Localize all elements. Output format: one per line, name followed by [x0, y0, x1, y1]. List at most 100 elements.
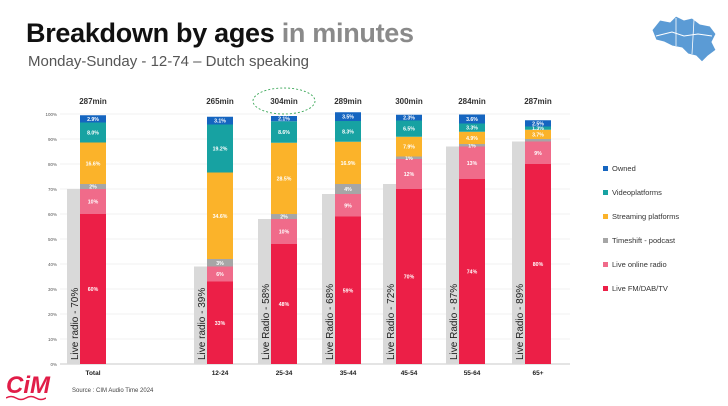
total-minutes-label: 300min [395, 97, 423, 106]
bar-data-label: 3.6% [466, 117, 478, 123]
bar-segment [207, 266, 233, 282]
y-tick-label: 20% [48, 312, 57, 317]
total-minutes-label: 265min [206, 97, 234, 106]
y-tick-label: 30% [48, 287, 57, 292]
bar-segment [80, 142, 106, 184]
bar-segment [271, 244, 297, 364]
bar-segment [459, 123, 485, 132]
bar-data-label: 74% [467, 270, 478, 276]
bar-data-label: 8.6% [278, 130, 290, 136]
y-tick-label: 10% [48, 337, 57, 342]
bar-segment [459, 131, 485, 144]
bar-data-label: 8.0% [87, 131, 99, 137]
x-tick-label: 25-34 [276, 370, 293, 377]
bar-segment [525, 139, 551, 142]
y-tick-label: 100% [45, 112, 57, 117]
title-accent: in minutes [281, 18, 414, 48]
bar-segment [525, 126, 551, 130]
x-tick-label: 65+ [532, 370, 543, 377]
bar-segment [335, 184, 361, 194]
bar-segment [207, 116, 233, 125]
bar-data-label: 2.9% [87, 117, 99, 123]
bar-segment [396, 120, 422, 137]
total-minutes-label: 284min [458, 97, 486, 106]
logo-wave-icon [6, 395, 46, 401]
bar-data-label: 2% [89, 185, 97, 191]
bar-segment [80, 115, 106, 123]
page-subtitle: Monday-Sunday - 12-74 – Dutch speaking [28, 53, 310, 70]
live-radio-label: Live Radio - 72% [386, 284, 397, 360]
legend-label: Owned [612, 164, 636, 173]
source-note: Source : CIM Audio Time 2024 [72, 388, 154, 394]
highlight-circle [252, 87, 316, 115]
legend-label: Live online radio [612, 260, 667, 269]
x-tick-label: Total [85, 370, 100, 377]
bar-data-label: 2.3% [403, 116, 415, 122]
legend-swatch [603, 166, 608, 171]
y-tick-label: 50% [48, 237, 57, 242]
live-radio-label: Live Radio - 68% [325, 284, 336, 360]
legend-label: Streaming platforms [612, 212, 679, 221]
bar-data-label: 28.5% [277, 176, 292, 182]
bar-data-label: 9% [344, 203, 352, 209]
bar-data-label: 6% [216, 272, 224, 278]
bar-data-label: 59% [343, 288, 354, 294]
y-tick-label: 60% [48, 212, 57, 217]
bar-segment [335, 141, 361, 184]
y-tick-label: 80% [48, 162, 57, 167]
bar-segment [335, 112, 361, 121]
y-tick-label: 70% [48, 187, 57, 192]
bar-segment [335, 121, 361, 142]
legend-swatch [603, 262, 608, 267]
total-minutes-label: 287min [524, 97, 552, 106]
bar-data-label: 2% [280, 215, 288, 221]
bar-data-label: 70% [404, 275, 415, 281]
bar-segment [271, 219, 297, 244]
bar-data-label: 4% [344, 187, 352, 193]
bar-segment [396, 136, 422, 157]
bar-segment [207, 281, 233, 364]
bar-segment [271, 116, 297, 122]
bar-segment [396, 159, 422, 189]
bar-data-label: 16.6% [86, 161, 101, 167]
cim-logo: CiM [6, 372, 50, 399]
bar-data-label: 1.3% [532, 126, 544, 132]
bar-data-label: 6.5% [403, 127, 415, 133]
bar-data-label: 8.3% [342, 129, 354, 135]
bar-segment [207, 172, 233, 259]
bar-segment [80, 122, 106, 143]
bar-data-label: 3% [216, 261, 224, 267]
bar-data-label: 19.2% [213, 147, 228, 153]
bar-segment [271, 142, 297, 214]
y-tick-label: 90% [48, 137, 57, 142]
bar-segment [459, 146, 485, 179]
bar-data-label: 16.9% [341, 161, 356, 167]
total-minutes-label: 287min [79, 97, 107, 106]
bar-segment [207, 259, 233, 267]
live-radio-label: Live Radio - 87% [449, 284, 460, 360]
bar-data-label: 3.1% [214, 119, 226, 125]
bar-data-label: 2.1% [278, 117, 290, 123]
x-tick-label: 12-24 [212, 370, 229, 377]
bar-segment [525, 129, 551, 139]
bar-segment [525, 141, 551, 164]
bar-segment [525, 164, 551, 364]
bar-segment [335, 216, 361, 364]
live-radio-label: Live Radio - 89% [515, 284, 526, 360]
legend-swatch [603, 238, 608, 243]
bar-segment [459, 144, 485, 147]
bar-data-label: 12% [404, 172, 415, 178]
bar-data-label: 9% [534, 151, 542, 157]
bar-data-label: 2.5% [532, 121, 544, 127]
x-tick-label: 35-44 [340, 370, 357, 377]
bar-data-label: 60% [88, 287, 99, 293]
bar-data-label: 10% [279, 230, 290, 236]
live-radio-label: Live radio - 39% [197, 288, 208, 360]
legend-swatch [603, 190, 608, 195]
legend-label: Videoplatforms [612, 188, 662, 197]
bar-data-label: 3.7% [532, 132, 544, 138]
bar-segment [396, 156, 422, 159]
y-tick-label: 40% [48, 262, 57, 267]
bar-segment [459, 179, 485, 364]
